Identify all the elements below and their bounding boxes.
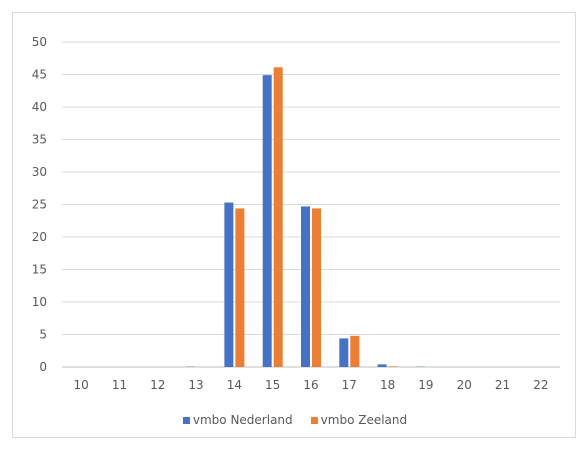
y-tick-label: 20 [32,230,47,244]
y-tick-label: 30 [32,165,47,179]
x-tick-label: 16 [303,378,318,392]
legend-swatch-nederland [182,416,190,424]
x-tick-label: 18 [380,378,395,392]
bar-nederland-15 [262,75,272,368]
y-axis: 0 5 10 15 20 25 30 35 40 45 50 [32,35,47,374]
x-tick-label: 11 [112,378,127,392]
chart-frame: 0 5 10 15 20 25 30 35 40 45 50 10 11 12 13 14 15 16 17 18 1… [12,12,576,438]
gridlines [62,41,560,368]
bar-zeeland-15 [273,67,283,367]
y-tick-label: 5 [39,328,47,342]
x-tick-label: 10 [74,378,89,392]
y-tick-label: 40 [32,100,47,114]
x-axis: 10 11 12 13 14 15 16 17 18 19 20 21 22 [74,378,549,392]
y-tick-label: 25 [32,198,47,212]
legend-swatch-zeeland [310,416,318,424]
bar-nederland-14 [224,202,234,367]
bar-zeeland-16 [312,208,321,367]
x-tick-label: 15 [265,378,280,392]
x-tick-label: 21 [495,378,510,392]
y-tick-label: 15 [32,263,47,277]
bar-nederland-18 [377,364,387,367]
legend-item-nederland: vmbo Nederland [182,413,293,427]
x-tick-label: 13 [188,378,203,392]
x-tick-label: 20 [457,378,472,392]
bar-nederland-16 [301,206,310,367]
legend-label-nederland: vmbo Nederland [192,413,293,427]
x-tick-label: 17 [342,378,357,392]
bar-zeeland-17 [350,335,360,367]
legend-item-zeeland: vmbo Zeeland [310,413,408,427]
y-tick-label: 50 [32,35,47,49]
bar-nederland-17 [339,338,349,367]
y-tick-label: 35 [32,133,47,147]
bar-zeeland-14 [235,208,245,367]
y-tick-label: 45 [32,68,47,82]
y-tick-label: 0 [39,360,47,374]
y-tick-label: 10 [32,295,47,309]
legend-label-zeeland: vmbo Zeeland [320,413,408,427]
bars [186,67,425,368]
x-tick-label: 14 [227,378,242,392]
legend: vmbo Nederland vmbo Zeeland [13,413,577,427]
bar-zeeland-18 [388,366,398,367]
x-tick-label: 12 [150,378,165,392]
x-tick-label: 19 [418,378,433,392]
x-tick-label: 22 [533,378,548,392]
